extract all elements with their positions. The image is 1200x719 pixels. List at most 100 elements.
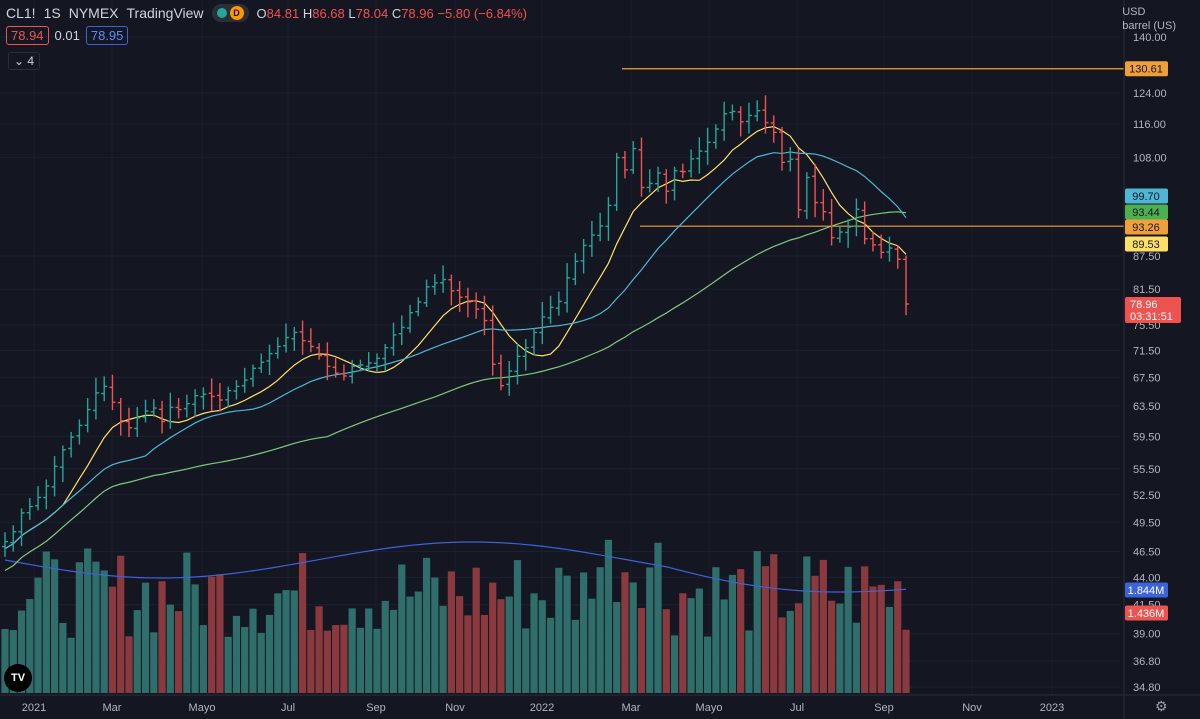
y-tick-label: 140.00 — [1133, 32, 1167, 44]
price-bar — [431, 274, 438, 295]
status-pill[interactable]: D — [211, 4, 249, 22]
volume-bar — [720, 599, 728, 693]
volume-bar — [489, 582, 497, 693]
bid-box[interactable]: 78.94 — [6, 26, 49, 45]
volume-bar — [108, 586, 117, 693]
volume-bar — [406, 596, 414, 693]
price-bar — [547, 295, 554, 324]
svg-text:93.44: 93.44 — [1132, 207, 1160, 219]
y-tick-label: 59.50 — [1133, 431, 1161, 443]
x-tick-label: Jul — [790, 702, 804, 714]
volume-bar — [728, 574, 737, 693]
price-bar — [886, 236, 893, 262]
volume-bar — [356, 627, 365, 693]
spread-label: 0.01 — [54, 28, 80, 43]
price-bar — [721, 101, 728, 141]
volume-bar — [563, 575, 571, 693]
price-bar — [812, 163, 819, 218]
price-bar — [836, 225, 843, 243]
volume-bar — [571, 619, 579, 693]
interval-label[interactable]: 1S — [43, 5, 61, 21]
volume-bar — [216, 574, 224, 693]
data-badge: D — [229, 6, 244, 20]
price-bar — [729, 104, 736, 121]
price-bar — [159, 400, 166, 434]
price-bar — [514, 343, 521, 385]
indicators-toggle[interactable]: ⌄ 4 — [8, 52, 41, 70]
price-bar — [175, 398, 182, 419]
volume-bar — [621, 572, 629, 693]
price-bar — [216, 383, 223, 412]
volume-bar — [274, 593, 282, 693]
ma-green-line — [4, 211, 907, 572]
volume-bar — [513, 560, 522, 693]
volume-bar — [894, 581, 902, 693]
source-label: TradingView — [126, 5, 204, 21]
volume-bar — [811, 575, 819, 693]
volume-bar — [613, 601, 621, 693]
volume-bar — [84, 548, 92, 693]
price-bar — [390, 322, 397, 356]
volume-bar — [604, 539, 613, 693]
volume-bar — [877, 584, 885, 693]
currency-label: USD — [1122, 6, 1146, 18]
price-bar — [828, 198, 835, 246]
volume-bar — [704, 636, 712, 693]
symbol-label[interactable]: CL1! — [6, 5, 36, 21]
ma-green-tag: 93.44 — [1125, 204, 1168, 220]
price-bar — [679, 163, 686, 179]
svg-text:1.844M: 1.844M — [1128, 585, 1165, 597]
volume-bar — [166, 604, 174, 693]
volume-bar — [745, 630, 753, 693]
volume-bar — [902, 629, 910, 693]
volume-bar — [588, 598, 596, 693]
price-bar — [398, 315, 405, 346]
volume-ma-tag: 1.844M — [1125, 582, 1168, 598]
price-bar — [861, 201, 868, 245]
x-tick-label: Nov — [445, 702, 465, 714]
volume-bar — [17, 610, 26, 693]
y-tick-label: 87.50 — [1133, 251, 1161, 263]
price-bar — [357, 359, 364, 372]
price-bar — [820, 189, 827, 221]
gear-icon[interactable]: ⚙ — [1155, 698, 1168, 714]
price-bar — [299, 320, 306, 355]
price-bar — [688, 149, 695, 178]
price-bar — [349, 359, 356, 384]
chevron-down-icon: ⌄ — [14, 54, 25, 68]
price-bar — [497, 354, 504, 391]
price-bar — [142, 399, 149, 423]
volume-bar — [67, 637, 75, 693]
price-bar — [283, 323, 290, 353]
volume-bar — [257, 632, 265, 693]
price-bar — [2, 532, 8, 557]
price-bar — [779, 126, 786, 171]
ask-box[interactable]: 78.95 — [85, 26, 129, 45]
tradingview-logo-icon[interactable]: TV — [4, 664, 32, 692]
price-bar — [737, 106, 744, 137]
price-bar — [233, 380, 240, 400]
price-bar — [555, 291, 562, 316]
currency-unit[interactable]: USD barrel (US) — [1122, 5, 1176, 33]
volume-bar — [290, 590, 298, 693]
y-tick-label: 108.00 — [1133, 153, 1167, 165]
volume-bar — [315, 606, 323, 693]
price-bar — [489, 305, 496, 376]
price-bar — [580, 238, 587, 274]
y-tick-label: 71.50 — [1133, 345, 1161, 357]
svg-text:130.61: 130.61 — [1129, 64, 1163, 76]
y-tick-label: 34.80 — [1133, 682, 1161, 694]
volume-bar — [770, 554, 778, 693]
x-tick-label: Jul — [281, 702, 295, 714]
price-bar — [621, 151, 628, 179]
volume-bar — [398, 564, 406, 693]
ma-blue-line — [4, 151, 907, 550]
price-bar — [26, 498, 33, 520]
y-tick-label: 36.80 — [1133, 656, 1161, 668]
volume-bar — [629, 582, 637, 693]
chart-header: CL1! 1S NYMEX TradingView D O84.81 H86.6… — [6, 4, 527, 22]
price-bar — [407, 304, 414, 333]
x-tick-label: 2021 — [22, 702, 46, 714]
